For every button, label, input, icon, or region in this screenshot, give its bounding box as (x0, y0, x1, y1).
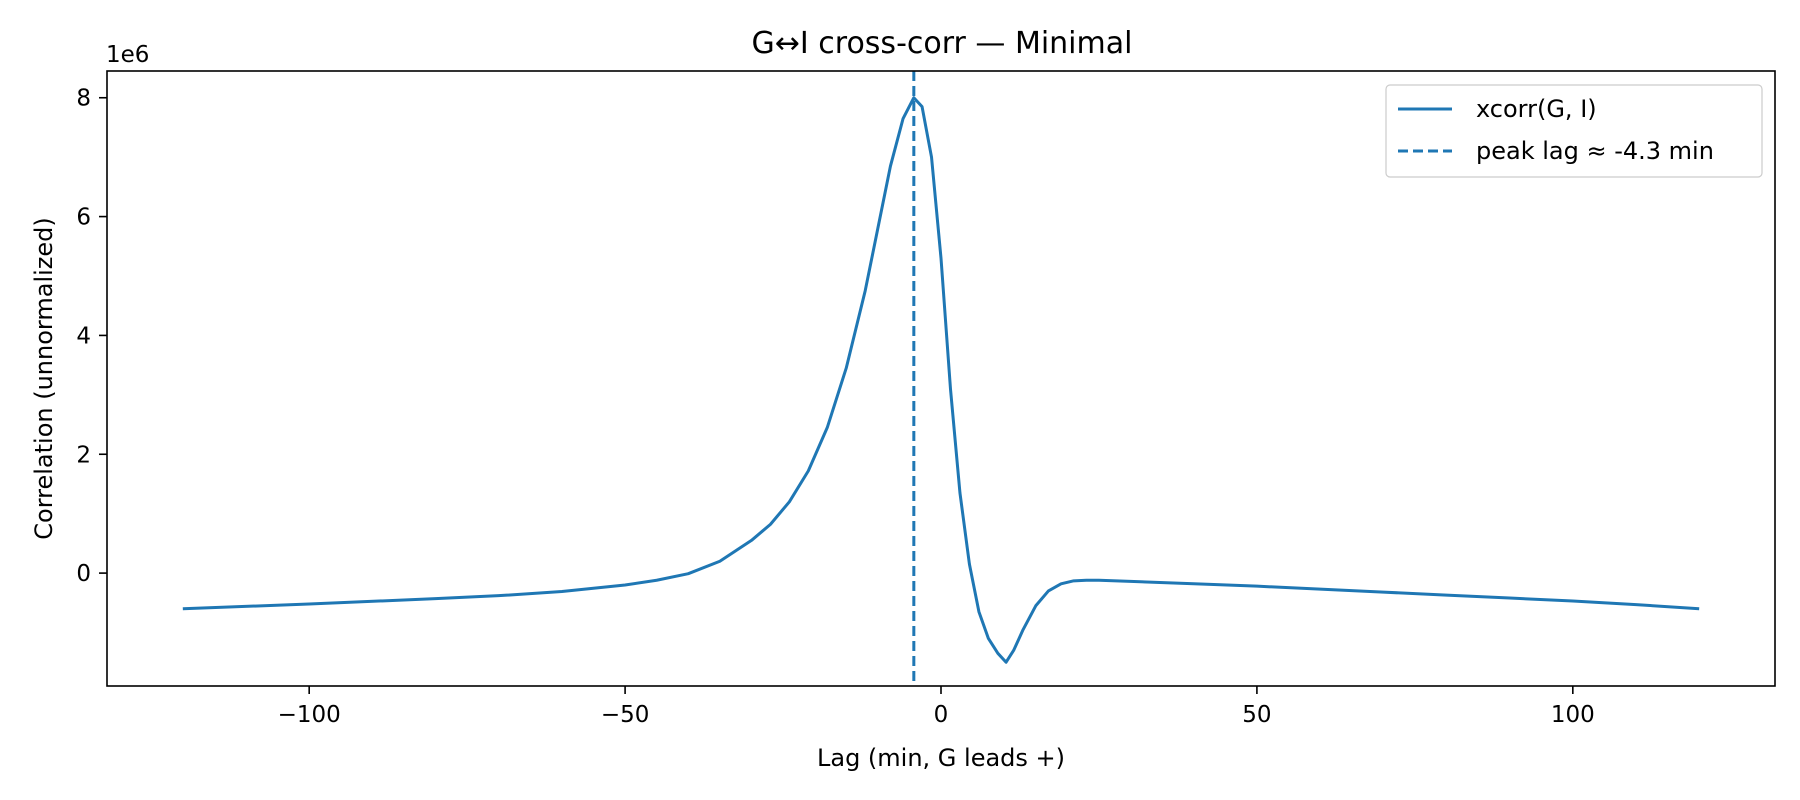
y-tick-label: 2 (76, 442, 91, 468)
plot-area (182, 71, 1700, 686)
chart-title: G↔I cross-corr — Minimal (752, 26, 1133, 61)
x-tick-label: −100 (278, 702, 341, 728)
x-tick-label: 50 (1242, 702, 1271, 728)
y-axis-label: Correlation (unnormalized) (30, 217, 58, 539)
plot-frame (106, 70, 1776, 687)
y-tick-label: 4 (76, 323, 91, 349)
y-tick-label: 8 (76, 86, 91, 112)
legend-label-peak-lag: peak lag ≈ -4.3 min (1476, 137, 1714, 165)
x-axis-label: Lag (min, G leads +) (817, 744, 1065, 772)
x-axis-ticks: −100 −50 0 50 100 (278, 686, 1595, 728)
y-tick-label: 0 (76, 561, 91, 587)
y-tick-label: 6 (76, 205, 91, 231)
x-tick-label: 0 (934, 702, 949, 728)
legend-box (1385, 84, 1763, 178)
legend: xcorr(G, I) peak lag ≈ -4.3 min (1385, 84, 1763, 178)
legend-label-xcorr: xcorr(G, I) (1476, 95, 1597, 123)
x-tick-label: −50 (601, 702, 650, 728)
x-tick-label: 100 (1551, 702, 1595, 728)
y-axis-ticks: 0 2 4 6 8 (76, 86, 107, 587)
y-axis-offset-label: 1e6 (106, 42, 149, 68)
series-line-xcorr (182, 96, 1700, 664)
